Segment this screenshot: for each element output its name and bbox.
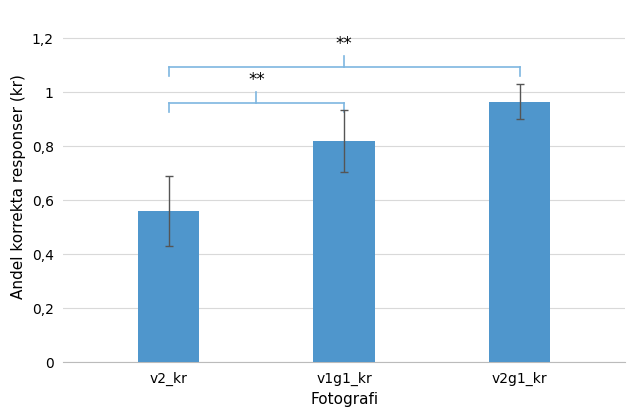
Bar (314, 141, 375, 362)
Text: **: ** (248, 71, 265, 89)
Text: **: ** (336, 35, 352, 53)
Bar (138, 211, 199, 362)
Bar (489, 102, 550, 362)
Y-axis label: Andel korrekta responser (kr): Andel korrekta responser (kr) (11, 74, 26, 299)
X-axis label: Fotografi: Fotografi (310, 392, 378, 407)
